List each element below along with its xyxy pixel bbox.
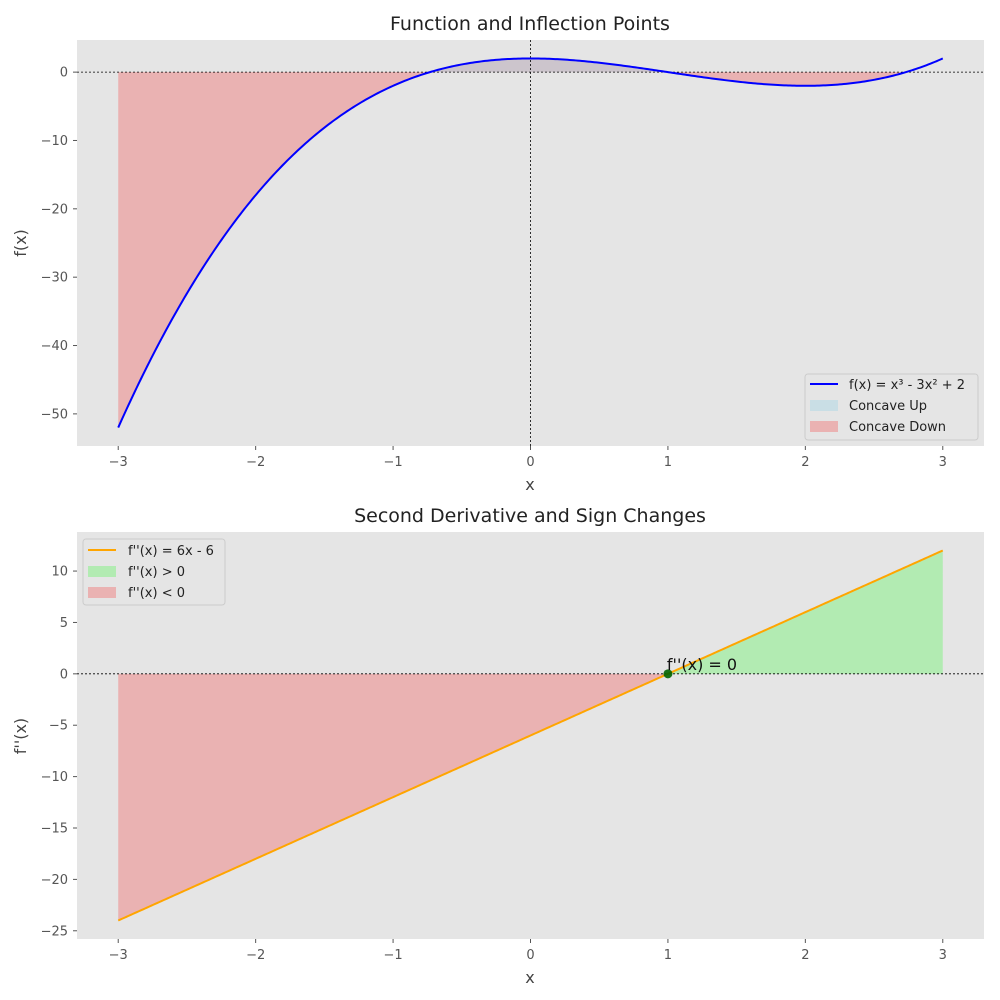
- legend-swatch-positive: [88, 566, 116, 577]
- second-derivative-x-axis-label: x: [525, 968, 534, 987]
- legend-swatch-concave-up: [810, 400, 838, 411]
- y-tick-label: −40: [41, 339, 68, 354]
- x-tick-label: −1: [383, 455, 402, 470]
- concave-down-fill: [118, 58, 668, 428]
- y-tick-label: −5: [49, 719, 68, 734]
- function-curve: [117, 57, 944, 428]
- x-tick-label: 2: [801, 455, 809, 470]
- zero-crossing-label: f''(x) = 0: [667, 655, 737, 674]
- x-tick-label: −3: [109, 455, 128, 470]
- y-tick-label: −15: [41, 822, 68, 837]
- legend-swatch-concave-down: [810, 421, 838, 432]
- y-tick-label: 0: [60, 66, 68, 81]
- x-tick-label: 0: [526, 455, 534, 470]
- function-series: [117, 57, 944, 428]
- x-tick-label: −2: [246, 948, 265, 963]
- second-derivative-panel: Second Derivative and Sign Changes −3 −2−…: [11, 505, 984, 987]
- y-tick-label: −20: [41, 873, 68, 888]
- second-derivative-y-ticks: 10 5 0 −5 −10 −15 −20 −25: [41, 565, 77, 939]
- function-legend-box: [804, 373, 979, 441]
- x-tick-label: 1: [664, 455, 672, 470]
- y-tick-label: −30: [41, 271, 68, 286]
- zero-crossing-annotation: f''(x) = 0: [663, 655, 737, 679]
- x-tick-label: 3: [939, 455, 947, 470]
- x-tick-label: 3: [939, 948, 947, 963]
- function-panel: Function and Inflection Points −3 −2 −1 0 1 2…: [11, 13, 984, 494]
- function-reference-lines: [77, 40, 984, 446]
- x-tick-label: −3: [109, 948, 128, 963]
- y-tick-label: −25: [41, 924, 68, 939]
- y-tick-label: 10: [51, 565, 68, 580]
- second-derivative-series: [117, 549, 944, 922]
- y-tick-label: −10: [41, 770, 68, 785]
- x-tick-label: 1: [664, 948, 672, 963]
- concave-up-fill: [430, 58, 668, 73]
- zero-crossing-point: [663, 669, 673, 679]
- function-chart-title: Function and Inflection Points: [390, 13, 670, 35]
- second-derivative-legend: f''(x) = 6x - 6 f''(x) > 0 f''(x) < 0: [82, 538, 226, 606]
- y-tick-label: −20: [41, 202, 68, 217]
- y-tick-label: −10: [41, 134, 68, 149]
- y-tick-label: −50: [41, 407, 68, 422]
- legend-label-concave-up: Concave Up: [849, 399, 927, 414]
- legend-swatch-negative: [88, 587, 116, 598]
- function-legend: f(x) = x³ - 3x² + 2 Concave Up Concave D…: [804, 373, 979, 441]
- legend-label-concave-down: Concave Down: [849, 420, 946, 435]
- second-derivative-chart-title: Second Derivative and Sign Changes: [354, 505, 706, 527]
- function-y-axis-label: f(x): [11, 229, 30, 257]
- second-derivative-y-axis-label: f''(x): [11, 718, 30, 754]
- function-x-ticks: −3 −2 −1 0 1 2 3: [109, 446, 947, 470]
- second-derivative-line: [117, 549, 944, 922]
- function-y-ticks: 0 −10 −20 −30 −40 −50: [41, 66, 77, 422]
- y-tick-label: 5: [60, 616, 68, 631]
- second-derivative-x-ticks: −3 −2 −1 0 1 2 3: [109, 939, 947, 963]
- y-tick-label: 0: [60, 667, 68, 682]
- concave-down-fill-right: [667, 72, 906, 86]
- legend-label-positive: f''(x) > 0: [128, 565, 185, 580]
- x-tick-label: 2: [801, 948, 809, 963]
- second-derivative-legend-box: [82, 538, 226, 606]
- x-tick-label: 0: [526, 948, 534, 963]
- legend-label-second-derivative: f''(x) = 6x - 6: [128, 544, 214, 559]
- legend-label-function: f(x) = x³ - 3x² + 2: [849, 378, 965, 393]
- function-x-axis-label: x: [525, 475, 534, 494]
- legend-label-negative: f''(x) < 0: [128, 586, 185, 601]
- x-tick-label: −1: [383, 948, 402, 963]
- x-tick-label: −2: [246, 455, 265, 470]
- function-fill-regions: [118, 58, 906, 428]
